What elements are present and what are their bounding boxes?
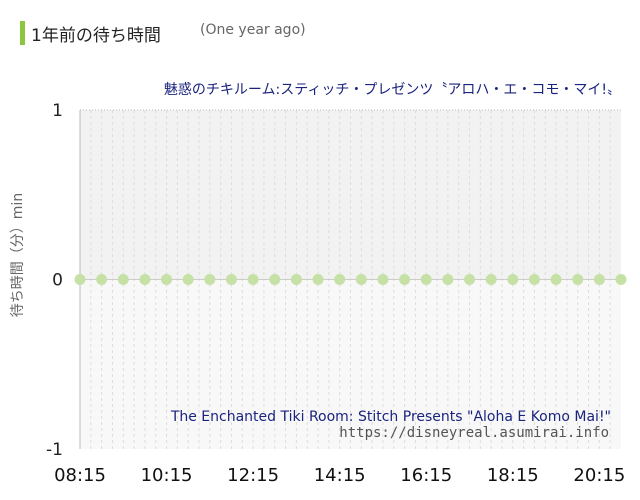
x-tick-label: 08:15	[54, 465, 106, 486]
y-axis-label: 待ち時間（分）min	[10, 193, 26, 317]
data-point	[312, 274, 324, 285]
data-point	[225, 274, 237, 285]
data-point	[464, 274, 476, 285]
data-point	[507, 274, 519, 285]
x-tick-label: 20:15	[573, 465, 625, 486]
data-point	[247, 274, 259, 285]
data-point	[355, 274, 367, 285]
data-point	[420, 274, 432, 285]
data-point	[593, 274, 605, 285]
data-point	[139, 274, 151, 285]
data-point	[485, 274, 497, 285]
x-tick-label: 18:15	[487, 465, 539, 486]
data-point	[550, 274, 562, 285]
source-url: https://disneyreal.asumirai.info	[339, 425, 609, 441]
chart-subtitle: (One year ago)	[200, 22, 306, 38]
y-tick-label: 1	[52, 101, 63, 121]
y-tick-label: 0	[52, 271, 63, 291]
attraction-name-en: The Enchanted Tiki Room: Stitch Presents…	[170, 409, 611, 425]
data-point	[74, 274, 86, 285]
chart-title: 1年前の待ち時間	[31, 26, 161, 46]
data-point	[269, 274, 281, 285]
y-tick-label: -1	[46, 440, 63, 460]
data-point	[528, 274, 540, 285]
data-point	[442, 274, 454, 285]
data-points	[74, 274, 627, 285]
data-point	[334, 274, 346, 285]
chart-header: 1年前の待ち時間 (One year ago)	[18, 18, 618, 46]
attraction-name-ja: 魅惑のチキルーム:スティッチ・プレゼンツ〝アロハ・エ・コモ・マイ!〟	[164, 82, 621, 98]
header-accent-bar	[20, 21, 25, 45]
data-point	[161, 274, 173, 285]
data-point	[615, 274, 627, 285]
data-point	[399, 274, 411, 285]
data-point	[377, 274, 389, 285]
data-point	[290, 274, 302, 285]
data-point	[204, 274, 216, 285]
data-point	[182, 274, 194, 285]
data-point	[96, 274, 108, 285]
x-tick-label: 12:15	[227, 465, 279, 486]
data-point	[117, 274, 129, 285]
data-point	[572, 274, 584, 285]
x-tick-label: 16:15	[400, 465, 452, 486]
x-tick-label: 14:15	[314, 465, 366, 486]
x-tick-labels: 08:15 10:15 12:15 14:15 16:15 18:15 20:15	[54, 465, 625, 486]
x-tick-label: 10:15	[141, 465, 193, 486]
y-tick-labels: 1 0 -1	[46, 101, 63, 460]
